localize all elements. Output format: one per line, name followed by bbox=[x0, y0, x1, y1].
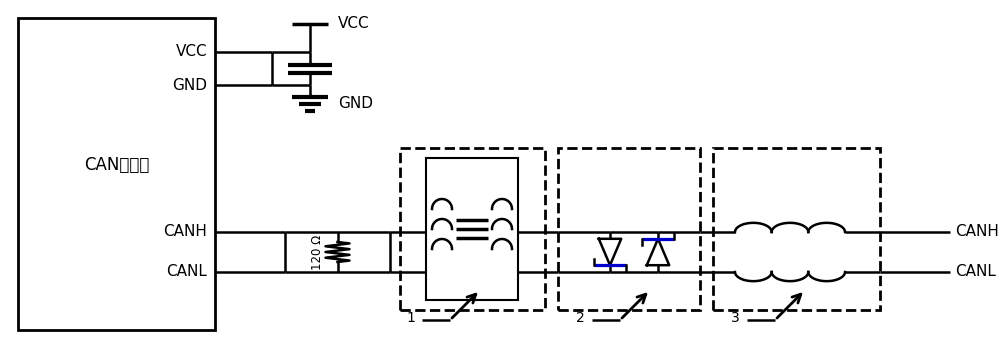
Text: GND: GND bbox=[172, 77, 207, 93]
Text: CAN收发器: CAN收发器 bbox=[84, 156, 149, 174]
Text: 2: 2 bbox=[576, 311, 585, 325]
Text: 120 Ω: 120 Ω bbox=[311, 234, 324, 270]
Text: GND: GND bbox=[338, 96, 373, 112]
Text: CANH: CANH bbox=[955, 225, 999, 239]
Text: CANL: CANL bbox=[955, 264, 996, 279]
Text: VCC: VCC bbox=[338, 17, 370, 31]
Bar bbox=[18, 18, 215, 330]
Text: CANH: CANH bbox=[163, 225, 207, 239]
Bar bbox=[558, 148, 700, 310]
Text: VCC: VCC bbox=[175, 44, 207, 59]
Bar bbox=[713, 148, 880, 310]
Text: CANL: CANL bbox=[166, 264, 207, 279]
Bar bbox=[426, 158, 518, 300]
Text: 3: 3 bbox=[731, 311, 740, 325]
Bar bbox=[400, 148, 545, 310]
Text: 1: 1 bbox=[406, 311, 415, 325]
